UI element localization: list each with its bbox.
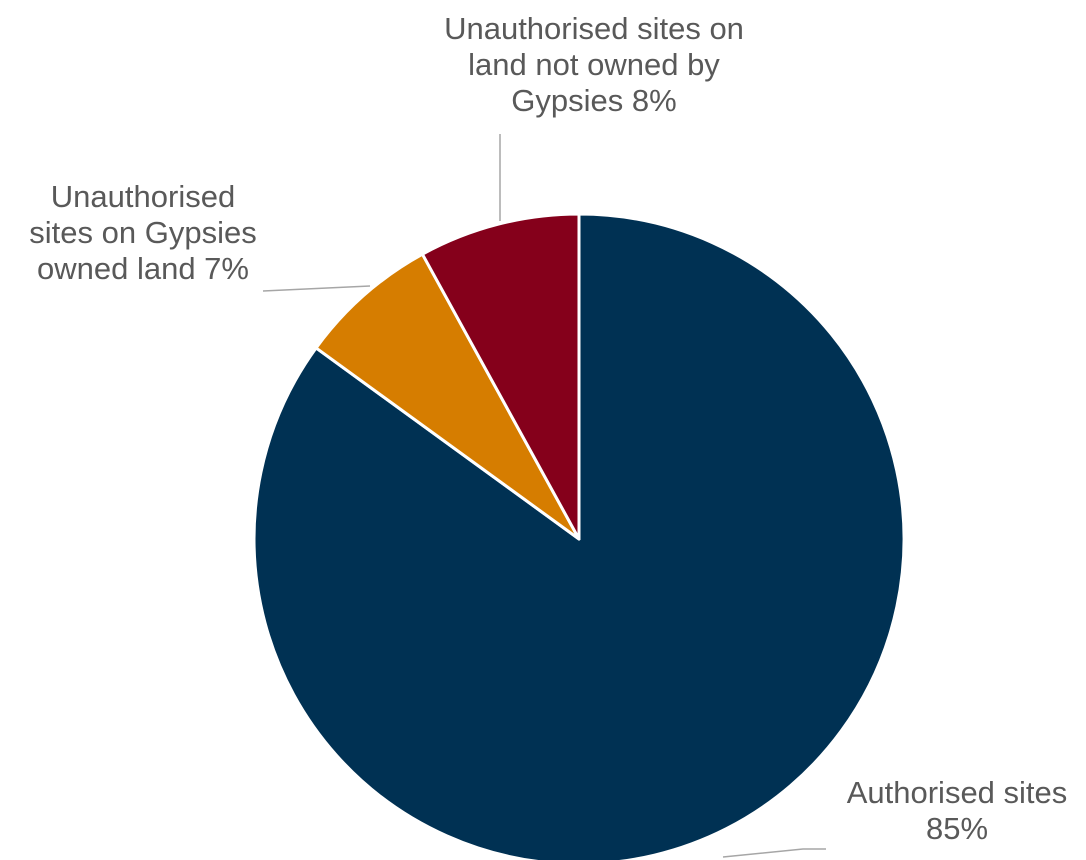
- data-label-line: 85%: [926, 811, 988, 846]
- pie-slice-1: [314, 252, 581, 541]
- data-label-line: Gypsies 8%: [511, 83, 676, 118]
- data-label-0: Authorised sites 85%: [847, 775, 1068, 846]
- slices-layer: [252, 212, 906, 860]
- pie-slice-2: [420, 212, 581, 541]
- data-label-line: sites on Gypsies: [29, 215, 256, 250]
- data-label-line: land not owned by: [468, 47, 720, 82]
- data-label-line: Unauthorised: [51, 179, 235, 214]
- data-label-2: Unauthorised sites on land not owned by Gy…: [444, 11, 744, 118]
- leader-lines-layer: [262, 134, 826, 858]
- data-label-line: Unauthorised sites on: [444, 11, 744, 46]
- leader-line-1: [262, 285, 371, 292]
- data-labels-layer: Authorised sites 85% Unauthorised sites on …: [29, 11, 1067, 846]
- data-label-line: owned land 7%: [37, 251, 249, 286]
- data-label-1: Unauthorised sites on Gypsies owned land 7…: [29, 179, 256, 286]
- leader-line-0: [722, 848, 826, 858]
- data-label-line: Authorised sites: [847, 775, 1068, 810]
